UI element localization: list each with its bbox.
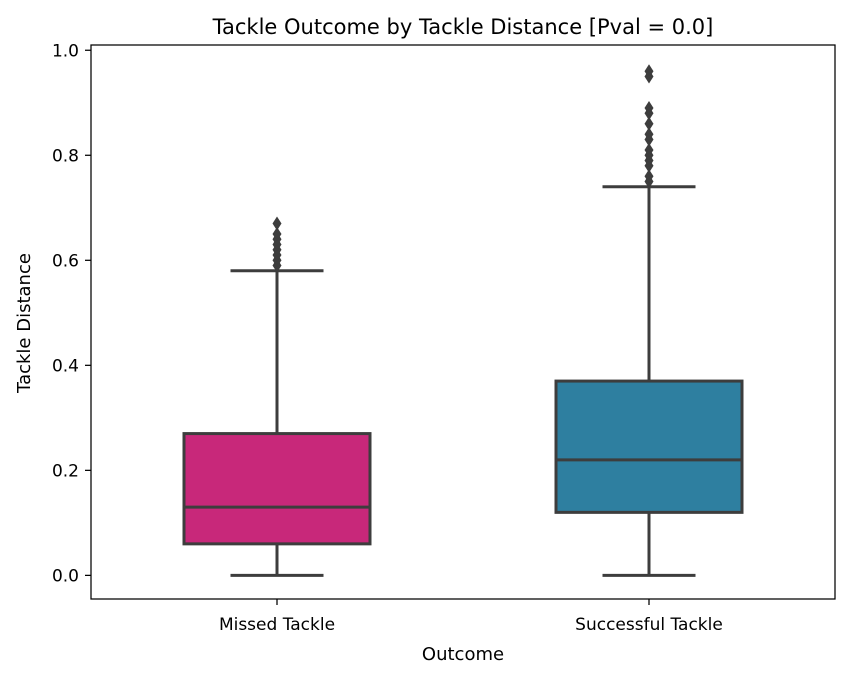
outlier-point	[644, 127, 654, 142]
x-tick-label: Successful Tackle	[575, 615, 723, 635]
y-tick-label: 1.0	[52, 41, 79, 61]
x-tick-label: Missed Tackle	[219, 615, 335, 635]
outlier-point	[644, 64, 654, 79]
x-axis-label: Outcome	[422, 644, 504, 665]
outlier-point	[644, 169, 654, 184]
chart-title: Tackle Outcome by Tackle Distance [Pval …	[212, 15, 714, 39]
y-tick-label: 0.0	[52, 566, 79, 586]
outlier-point	[272, 216, 282, 231]
outlier-point	[644, 101, 654, 116]
y-tick-label: 0.6	[52, 251, 79, 271]
outlier-point	[644, 143, 654, 158]
plot-area	[182, 64, 744, 577]
box-iqr	[554, 379, 744, 514]
y-tick-label: 0.8	[52, 146, 79, 166]
outlier-point	[644, 116, 654, 131]
plot-frame	[90, 44, 836, 600]
y-axis-label: Tackle Distance	[14, 253, 35, 394]
box-group	[554, 64, 744, 577]
axes: 0.0 0.2 0.4 0.6 0.8 1.0 Missed Tackle Successfu…	[52, 41, 723, 635]
y-tick-label: 0.2	[52, 461, 79, 481]
outlier-point	[272, 227, 282, 242]
box-iqr	[182, 432, 372, 546]
y-tick-label: 0.4	[52, 356, 79, 376]
box-group	[182, 216, 372, 577]
